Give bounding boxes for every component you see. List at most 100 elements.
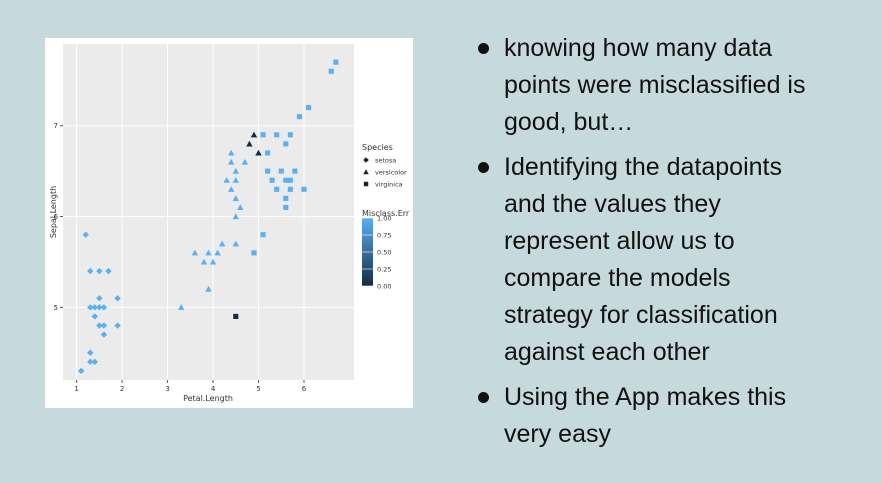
point (91, 304, 99, 311)
point (237, 204, 244, 211)
x-tick-label: 5 (256, 385, 260, 393)
bullet-list: knowing how many data points were misclas… (478, 30, 878, 461)
point (250, 131, 258, 138)
point (228, 149, 235, 156)
point (96, 295, 103, 302)
legend-key (363, 169, 369, 175)
color-tick-label: 1.00 (377, 215, 391, 223)
chart: Petal.Length Sepal.Length Species Miscla… (45, 38, 413, 408)
point (228, 158, 235, 165)
point (223, 177, 230, 183)
point (287, 186, 293, 192)
x-tick-label: 1 (74, 385, 78, 393)
point (178, 304, 185, 310)
point (232, 177, 239, 183)
x-tick-label: 3 (165, 385, 169, 393)
point (96, 267, 103, 275)
point (265, 168, 271, 174)
color-legend-title: Misclass.Err (362, 209, 410, 218)
point (274, 132, 280, 138)
bullet-line: very easy (504, 420, 611, 448)
point (241, 158, 249, 165)
plot-panel (63, 44, 354, 380)
legend-key (363, 157, 369, 163)
point (87, 349, 94, 356)
point (87, 358, 94, 366)
y-tick-label: 6 (54, 213, 59, 221)
point (283, 177, 289, 183)
point (228, 186, 235, 192)
point (232, 213, 239, 220)
point (218, 240, 226, 247)
point (114, 295, 121, 302)
bullet-line: against each other (504, 338, 710, 366)
legend-label: setosa (375, 157, 396, 165)
point (232, 195, 239, 201)
point (269, 177, 275, 183)
point (91, 358, 99, 366)
color-tick-label: 0.75 (377, 232, 391, 240)
point (200, 258, 208, 265)
point (100, 331, 108, 338)
legend-label: virginica (375, 181, 403, 189)
point (82, 231, 89, 238)
point (265, 150, 271, 156)
bullet-line: points were misclassified is (504, 71, 806, 99)
x-tick-label: 6 (302, 385, 307, 393)
color-tick-label: 0.25 (377, 266, 391, 274)
point (292, 168, 298, 174)
point (205, 285, 212, 292)
point (301, 186, 307, 192)
x-axis-label: Petal.Length (183, 394, 233, 403)
point (283, 141, 289, 147)
point (77, 367, 85, 375)
x-tick-label: 4 (211, 385, 216, 393)
bullet-line: Using the App makes this (504, 383, 787, 411)
point (205, 249, 212, 256)
point (114, 322, 121, 329)
color-tick-label: 0.50 (377, 249, 391, 257)
point (232, 167, 239, 174)
point (232, 240, 239, 247)
bullet-line: good, but… (504, 108, 634, 136)
point (96, 304, 103, 311)
point (251, 250, 257, 256)
point (333, 59, 339, 65)
point (96, 322, 103, 329)
y-tick-label: 7 (54, 122, 58, 130)
color-tick-label: 0.00 (377, 283, 391, 291)
point (91, 313, 99, 320)
point (87, 304, 94, 311)
point (278, 168, 284, 174)
y-axis-label: Sepal.Length (49, 186, 58, 238)
bullet-line: compare the models (504, 264, 731, 292)
y-tick-label: 5 (54, 304, 58, 312)
point (274, 186, 280, 192)
point (246, 140, 253, 147)
point (328, 68, 334, 74)
point (105, 267, 112, 275)
point (214, 249, 221, 256)
point (287, 132, 293, 138)
point (191, 249, 199, 256)
x-tick-label: 2 (120, 385, 124, 393)
point (283, 204, 289, 211)
point (296, 114, 302, 120)
point (209, 258, 217, 265)
point (305, 105, 312, 111)
point (260, 132, 266, 138)
legend-label: versicolor (375, 169, 407, 177)
bullet-line: represent allow us to (504, 227, 735, 255)
legend-key (363, 181, 369, 187)
bullet-line: Identifying the datapoints (504, 153, 782, 181)
point (255, 149, 262, 156)
point (100, 304, 108, 311)
point (87, 267, 94, 275)
shape-legend-title: Species (362, 143, 393, 152)
bullet: Identifying the datapoints and the values… (478, 149, 878, 371)
bullet: Using the App makes this very easy (478, 379, 878, 453)
bullet-line: and the values they (504, 190, 721, 218)
point (260, 232, 266, 238)
point (100, 322, 108, 329)
